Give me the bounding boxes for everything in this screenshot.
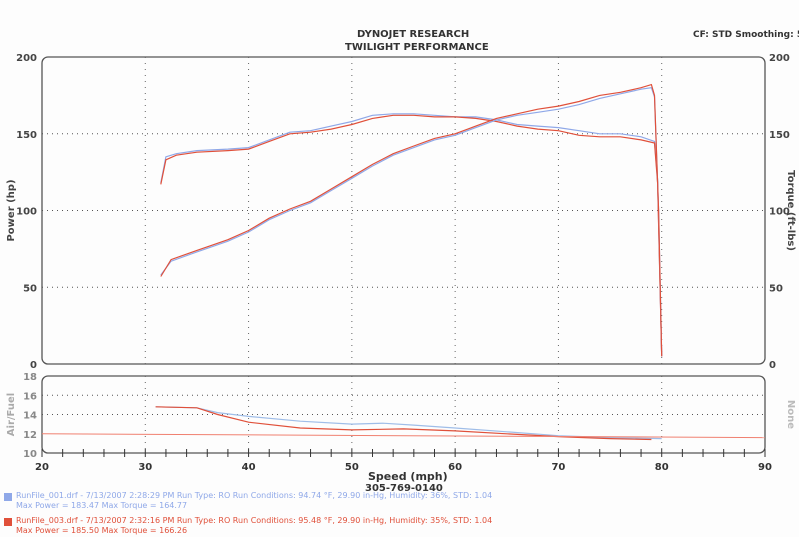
y2-axis-title: Torque (ft-lbs): [785, 170, 796, 251]
series-line-runfile_003-torque: [160, 83, 663, 357]
y-tick-label: 12: [23, 430, 37, 441]
header-subtitle: TWILIGHT PERFORMANCE: [345, 42, 489, 53]
x-tick-label: 20: [35, 462, 49, 473]
y2-tick-label: 0: [769, 360, 776, 371]
series-line-runfile_001-torque: [160, 87, 663, 357]
y-tick-label: 16: [23, 391, 37, 402]
x-tick-label: 50: [345, 462, 359, 473]
y-axis-title: Air/Fuel: [6, 393, 17, 436]
y2-axis-title: None: [785, 400, 796, 429]
y-tick-label: 200: [16, 53, 37, 64]
y-tick-label: 0: [30, 360, 37, 371]
y-tick-label: 14: [23, 411, 37, 422]
y-tick-label: 10: [23, 449, 37, 460]
y-tick-label: 150: [16, 130, 37, 141]
y2-tick-label: 100: [769, 207, 790, 218]
panel-frame-0: [41, 56, 766, 365]
series-line-runfile_001: [155, 406, 662, 440]
y2-tick-label: 50: [769, 283, 783, 294]
y-tick-label: 50: [23, 283, 37, 294]
x-tick-label: 90: [758, 462, 772, 473]
x-axis-title: Speed (mph): [368, 470, 448, 483]
y2-tick-label: 200: [769, 53, 790, 64]
run2-legend: RunFile_003.drf - 7/13/2007 2:32:16 PM R…: [16, 516, 493, 535]
phone-number: 305-769-0140: [365, 483, 443, 494]
header-title: DYNOJET RESEARCH: [357, 29, 470, 40]
x-tick-label: 80: [655, 462, 669, 473]
x-tick-label: 30: [138, 462, 152, 473]
run2-legend-swatch[interactable]: [4, 518, 12, 526]
series-line-runfile_003-power: [160, 114, 663, 357]
series-line-runfile_001-power: [160, 113, 663, 357]
series-line-reference: [41, 433, 766, 439]
x-tick-label: 40: [242, 462, 256, 473]
x-tick-label: 60: [448, 462, 462, 473]
y-axis-title: Power (hp): [6, 179, 17, 241]
panel-frame-1: [41, 375, 766, 454]
run1-legend-swatch[interactable]: [4, 493, 12, 501]
y-tick-label: 100: [16, 207, 37, 218]
settings-label: CF: STD Smoothing: 5: [693, 30, 799, 40]
y2-tick-label: 150: [769, 130, 790, 141]
x-tick-label: 70: [551, 462, 565, 473]
y-tick-label: 18: [23, 372, 37, 383]
run1-legend: RunFile_001.drf - 7/13/2007 2:28:29 PM R…: [16, 491, 493, 510]
